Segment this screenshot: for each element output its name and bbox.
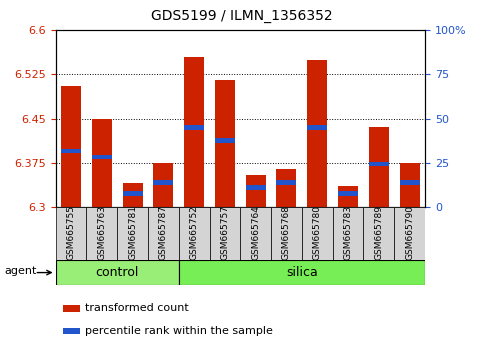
Bar [56, 207, 86, 260]
Bar [123, 191, 142, 196]
Bar [338, 191, 358, 196]
Bar [63, 328, 80, 335]
Bar [399, 180, 420, 185]
Bar [302, 207, 333, 260]
Bar [153, 163, 173, 207]
Bar [61, 149, 81, 153]
Text: GSM665790: GSM665790 [405, 205, 414, 260]
Bar [246, 185, 266, 190]
Text: percentile rank within the sample: percentile rank within the sample [85, 326, 273, 336]
Text: GSM665752: GSM665752 [190, 205, 199, 260]
Text: GSM665780: GSM665780 [313, 205, 322, 260]
Text: transformed count: transformed count [85, 303, 189, 313]
Bar [271, 207, 302, 260]
Bar [184, 57, 204, 207]
Bar [153, 180, 173, 185]
Text: control: control [96, 266, 139, 279]
Bar [276, 169, 297, 207]
Bar [61, 86, 81, 207]
Bar [338, 187, 358, 207]
Bar [123, 183, 142, 207]
Bar [56, 260, 179, 285]
Text: silica: silica [286, 266, 318, 279]
Text: GSM665789: GSM665789 [374, 205, 384, 260]
Bar [276, 180, 297, 185]
Bar [364, 207, 394, 260]
Bar [148, 207, 179, 260]
Text: GSM665755: GSM665755 [67, 205, 75, 260]
Bar [369, 127, 389, 207]
Text: GSM665768: GSM665768 [282, 205, 291, 260]
Text: GSM665781: GSM665781 [128, 205, 137, 260]
Bar [210, 207, 240, 260]
Bar [179, 207, 210, 260]
Bar [92, 119, 112, 207]
Bar [399, 163, 420, 207]
Text: agent: agent [4, 266, 37, 276]
Bar [179, 260, 425, 285]
Bar [240, 207, 271, 260]
Bar [333, 207, 364, 260]
Bar [307, 125, 327, 130]
Bar [394, 207, 425, 260]
Text: GDS5199 / ILMN_1356352: GDS5199 / ILMN_1356352 [151, 9, 332, 23]
Text: GSM665787: GSM665787 [159, 205, 168, 260]
Bar [184, 125, 204, 130]
Bar [86, 207, 117, 260]
Bar [117, 207, 148, 260]
Bar [92, 155, 112, 159]
Bar [369, 162, 389, 166]
Text: GSM665757: GSM665757 [220, 205, 229, 260]
Bar [246, 175, 266, 207]
Text: GSM665764: GSM665764 [251, 205, 260, 260]
Text: GSM665763: GSM665763 [97, 205, 106, 260]
Bar [307, 59, 327, 207]
Bar [215, 138, 235, 143]
Bar [63, 305, 80, 312]
Bar [215, 80, 235, 207]
Text: GSM665783: GSM665783 [343, 205, 353, 260]
